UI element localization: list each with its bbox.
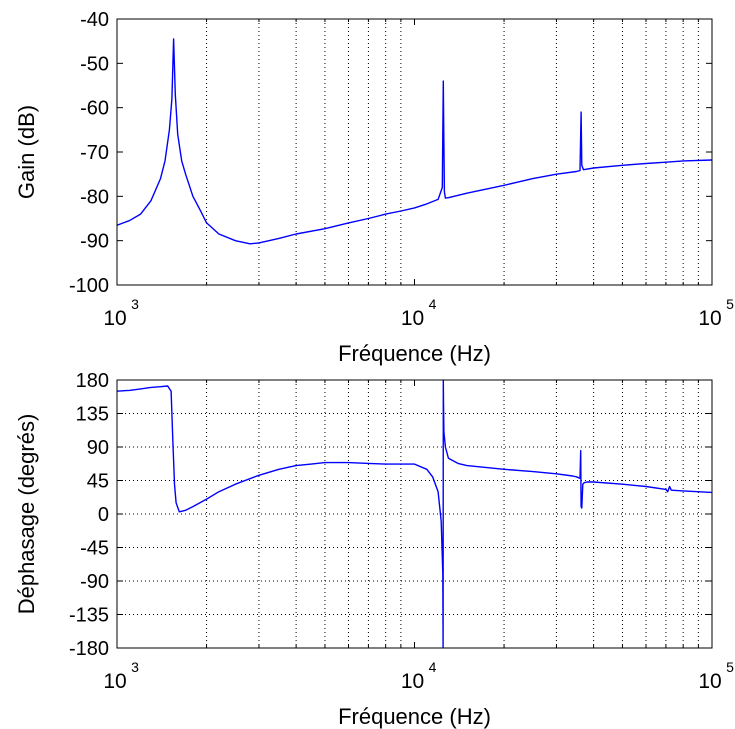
- plot-area: [117, 19, 712, 285]
- x-axis-label: Fréquence (Hz): [338, 704, 491, 729]
- y-tick-label: -100: [69, 275, 109, 297]
- y-tick-label: -45: [80, 538, 109, 560]
- y-tick-label: -70: [80, 142, 109, 164]
- y-tick-label: -50: [80, 53, 109, 75]
- y-tick-label: 90: [87, 437, 109, 459]
- phase-plot: 180 135 90 45 0 -45 -90 -135 -180 10 3 10 4 10 5 Fréque…: [14, 370, 734, 729]
- y-tick-label: 0: [98, 504, 109, 526]
- y-axis-label: Déphasage (degrés): [14, 414, 39, 615]
- x-tick-label: 10: [103, 307, 126, 330]
- y-tick-label: -80: [80, 186, 109, 208]
- x-tick-label: 10: [401, 670, 424, 693]
- x-tick-label-exponent: 3: [131, 296, 139, 312]
- x-tick-label: 10: [698, 307, 721, 330]
- x-tick-label-exponent: 5: [726, 659, 734, 675]
- y-tick-label: 135: [76, 404, 109, 426]
- x-tick-label-exponent: 5: [726, 296, 734, 312]
- x-tick-label: 10: [698, 670, 721, 693]
- series-line: [117, 38, 712, 245]
- y-tick-label: -135: [69, 605, 109, 627]
- x-tick-label-exponent: 4: [429, 296, 437, 312]
- y-axis-label: Gain (dB): [14, 105, 39, 199]
- x-tick-label: 10: [103, 670, 126, 693]
- series-line: [117, 380, 712, 648]
- gain-plot: -40 -50 -60 -70 -80 -90 -100 10 3 10 4 10 5 Fréquence…: [14, 9, 734, 366]
- x-axis-label: Fréquence (Hz): [338, 341, 491, 366]
- y-tick-label: -90: [80, 571, 109, 593]
- x-tick-label-exponent: 4: [429, 659, 437, 675]
- y-tick-label: -90: [80, 231, 109, 253]
- x-tick-label: 10: [401, 307, 424, 330]
- x-tick-label-exponent: 3: [131, 659, 139, 675]
- plot-area: [117, 380, 712, 648]
- y-tick-label: -180: [69, 638, 109, 660]
- y-tick-label: -60: [80, 98, 109, 120]
- y-tick-label: -40: [80, 9, 109, 31]
- y-tick-label: 180: [76, 370, 109, 392]
- y-tick-label: 45: [87, 471, 109, 493]
